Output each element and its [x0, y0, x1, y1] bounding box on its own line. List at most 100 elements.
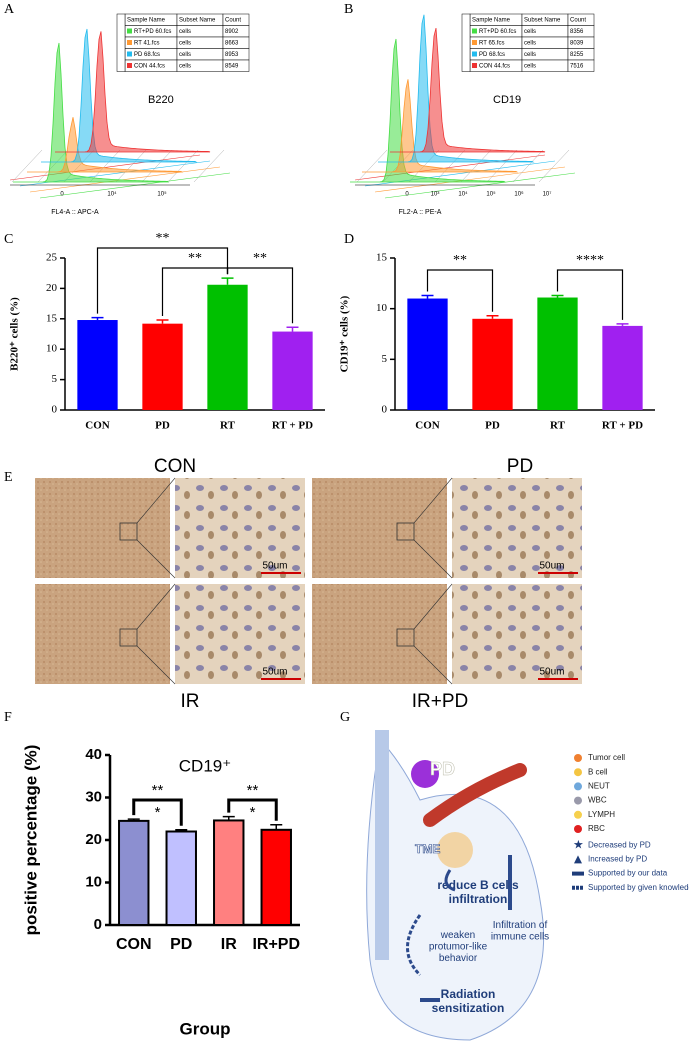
table-text: CON 44.fcs [134, 63, 165, 69]
x-tick-label: RT [550, 420, 566, 432]
significance-label: ** [253, 251, 267, 266]
zoom-line [136, 477, 176, 524]
grid [193, 149, 225, 183]
condition-label: IR [181, 691, 200, 712]
significance-bracket [226, 267, 294, 324]
zoom-line [136, 583, 176, 630]
zoom-line [413, 645, 453, 685]
legend-icon [574, 810, 582, 819]
histogram-peak [55, 31, 211, 153]
legend-label: Supported by given knowledge [588, 883, 689, 892]
swatch [127, 63, 132, 68]
histogram-peak [27, 117, 184, 173]
x-tick-label: IR+PD [252, 936, 300, 953]
grid [115, 149, 147, 183]
table-text: Sample Name [127, 17, 166, 23]
scale-label: 50um [262, 561, 287, 572]
marker-label: CD19 [493, 94, 521, 106]
error-bar [486, 315, 499, 319]
grid [89, 149, 121, 183]
ridge-baseline [374, 166, 566, 193]
x-tick-label: PD [485, 420, 500, 432]
legend-label: Increased by PD [588, 855, 647, 864]
significance-bracket [227, 798, 278, 821]
error-bar [222, 815, 235, 821]
diagram-label: TME [415, 842, 440, 856]
zoom-line [413, 477, 453, 524]
y-tick-label: 0 [52, 404, 58, 416]
significance-label: **** [576, 253, 604, 268]
table-text: RT 41.fcs [134, 40, 159, 46]
x-tick-label: CON [116, 936, 152, 953]
zoom-line [136, 539, 176, 579]
legend-label: Supported by our data [588, 869, 668, 878]
roi-box [396, 522, 415, 541]
significance-label: ** [453, 253, 467, 268]
table-text: 8356 [570, 29, 584, 35]
condition-label: PD [507, 456, 533, 477]
legend-icon [574, 825, 582, 833]
y-tick-label: 5 [52, 373, 58, 385]
roi-box [396, 628, 415, 647]
error-bar [91, 316, 104, 321]
table-text: RT+PD 60.fcs [479, 29, 516, 35]
error-bar [551, 294, 564, 298]
y-tick-label: 10 [85, 873, 102, 890]
table-text: cells [524, 29, 536, 35]
y-tick-label: 40 [85, 746, 102, 763]
bar [207, 284, 248, 410]
zoom-line [413, 583, 453, 630]
x-axis-label: FL4-A :: APC-A [51, 209, 99, 216]
legend-icon [574, 855, 582, 864]
panel-label: A [4, 2, 15, 17]
swatch [127, 28, 132, 34]
significance-label: ** [247, 782, 259, 799]
legend-label: Decreased by PD [588, 840, 651, 849]
condition-label: CON [154, 456, 196, 477]
zoom-line [413, 539, 453, 579]
table-text: CON 44.fcs [479, 63, 510, 69]
marker-label: B220 [148, 94, 174, 106]
panel-label: F [4, 710, 12, 725]
table-text: Count [570, 17, 586, 23]
histogram-peak [362, 79, 519, 173]
histogram-peak [390, 27, 546, 153]
diagram-line: immune cells [491, 931, 549, 942]
roi-box [119, 522, 138, 541]
diagram-line: Radiation [441, 987, 496, 1001]
table-text: Count [225, 17, 241, 23]
bar [142, 323, 183, 410]
table-stub [461, 13, 471, 72]
x-tick-label: RT + PD [602, 420, 643, 432]
diagram-line: sensitization [432, 1001, 505, 1015]
histogram-peak [13, 42, 170, 183]
table-stub [116, 13, 126, 72]
bar-chart: 0 5 10 15 20 25 CON PD RT RT + PD ** ** ** B220⁺ cell… [9, 231, 325, 432]
panel-label: B [344, 2, 353, 17]
bar [537, 297, 578, 410]
grid [141, 149, 173, 183]
legend-label: Tumor cell [588, 753, 625, 762]
ridge-baseline [29, 166, 221, 193]
diagram-label: reduce B cells infiltration [437, 878, 519, 906]
x-tick-label: 0 [60, 192, 64, 198]
zoom-image [175, 584, 305, 684]
swatch [472, 28, 477, 34]
grid [460, 149, 492, 183]
bar [272, 331, 313, 410]
x-tick-label: CON [85, 420, 110, 432]
x-tick-label: RT + PD [272, 420, 313, 432]
tissue-image [312, 478, 447, 578]
table-text: cells [179, 40, 191, 46]
bar [260, 828, 292, 926]
pd-icon [411, 760, 439, 788]
bar [213, 819, 245, 927]
table-text: Subset Name [524, 17, 561, 23]
legend-label: WBC [588, 796, 607, 805]
error-bar [175, 829, 188, 832]
diagram-line: infiltration [449, 892, 508, 906]
diagram-line: weaken [440, 930, 475, 941]
table-text: cells [179, 52, 191, 58]
